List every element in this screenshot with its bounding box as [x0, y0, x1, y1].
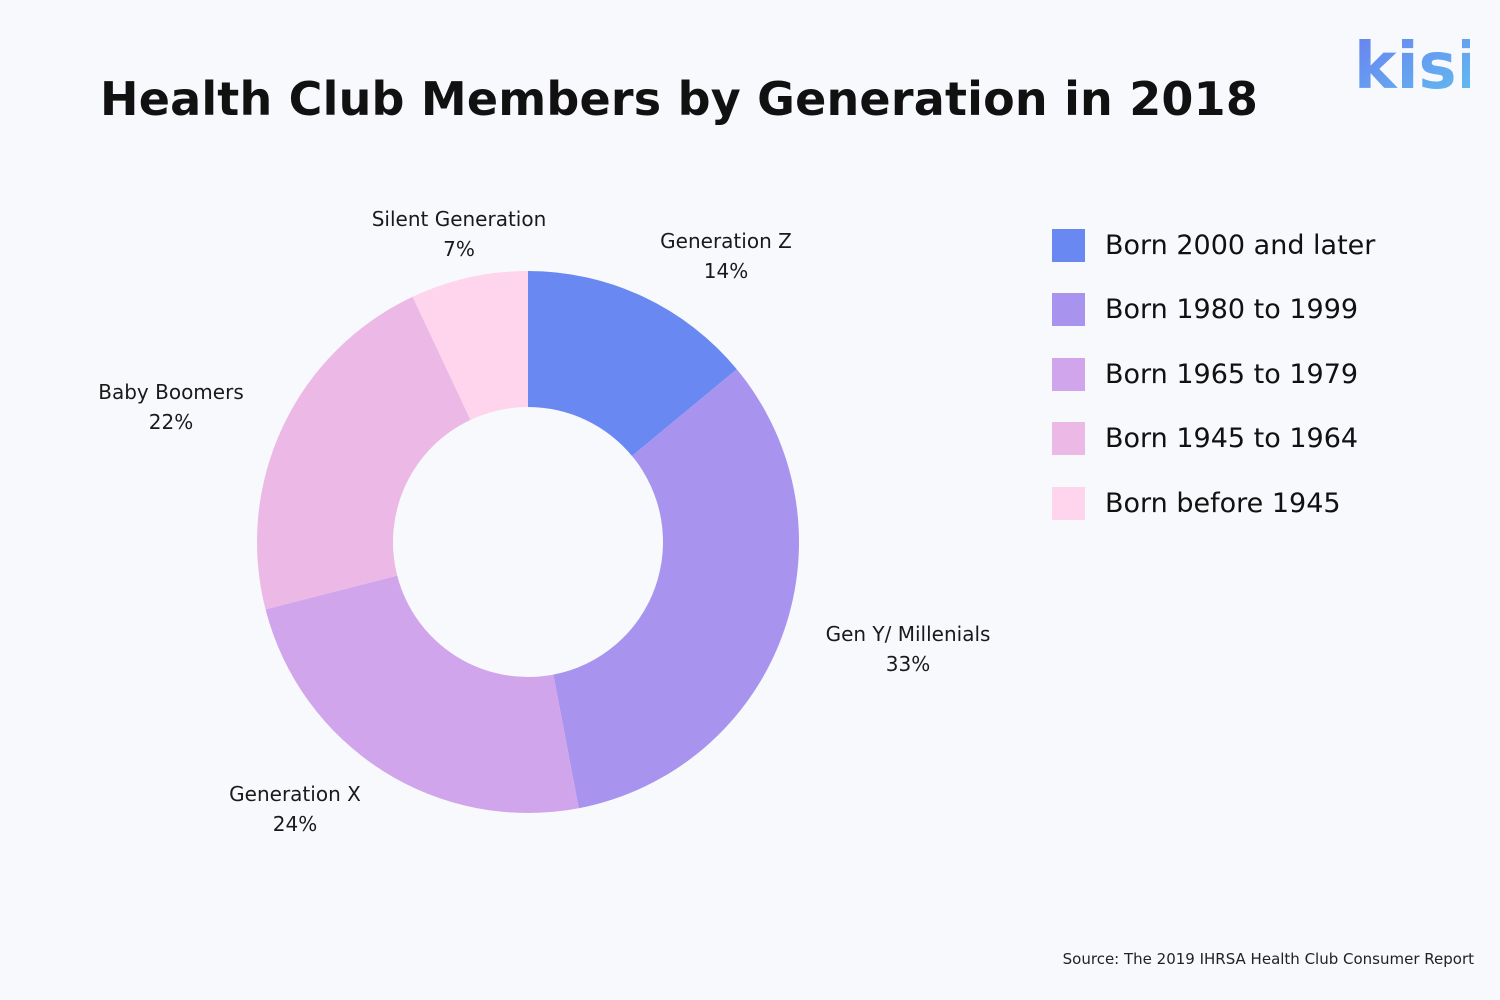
slice-value-label: 24% — [273, 812, 317, 836]
slice-generation-x — [265, 575, 579, 813]
slice-name-label: Gen Y/ Millenials — [826, 622, 991, 646]
legend-item: Born 2000 and later — [1052, 228, 1375, 262]
legend-label: Born 1980 to 1999 — [1105, 294, 1359, 325]
slice-value-label: 7% — [443, 237, 475, 261]
source-note: Source: The 2019 IHRSA Health Club Consu… — [1062, 950, 1474, 968]
logo-wordmark: kisi — [1354, 30, 1470, 100]
slice-generation-z — [528, 271, 737, 456]
legend-label: Born 1965 to 1979 — [1105, 358, 1359, 390]
donut-chart: Generation Z 14% Gen Y/ Millenials 33% Gener… — [98, 207, 990, 836]
slice-value-label: 14% — [704, 259, 748, 283]
legend-label: Born 1945 to 1964 — [1105, 423, 1359, 454]
legend-swatch — [1052, 357, 1085, 391]
legend-swatch — [1052, 422, 1085, 455]
slice-name-label: Generation Z — [660, 229, 792, 253]
slice-name-label: Baby Boomers — [98, 380, 244, 404]
legend-swatch — [1052, 293, 1085, 326]
slice-silent-generation — [412, 271, 528, 420]
slice-name-label: Generation X — [229, 782, 361, 806]
slice-baby-boomers — [257, 296, 471, 610]
legend: Born 2000 and later Born 1980 to 1999 Born… — [1052, 228, 1375, 551]
kisi-logo: kisi — [1354, 30, 1470, 100]
legend-item: Born before 1945 — [1052, 486, 1375, 520]
donut-slices — [257, 271, 799, 813]
legend-item: Born 1965 to 1979 — [1052, 357, 1375, 391]
legend-item: Born 1980 to 1999 — [1052, 293, 1375, 327]
chart-title: Health Club Members by Generation in 201… — [100, 72, 1259, 126]
legend-swatch — [1052, 486, 1085, 520]
slice-gen-y-millenials — [553, 369, 799, 809]
legend-swatch — [1052, 228, 1085, 262]
slice-value-label: 22% — [149, 410, 193, 434]
slice-name-label: Silent Generation — [372, 207, 547, 231]
slice-labels: Generation Z 14% Gen Y/ Millenials 33% Gener… — [98, 207, 990, 836]
slice-value-label: 33% — [886, 652, 930, 676]
legend-label: Born before 1945 — [1105, 487, 1341, 519]
legend-item: Born 1945 to 1964 — [1052, 422, 1375, 456]
legend-label: Born 2000 and later — [1105, 229, 1376, 261]
